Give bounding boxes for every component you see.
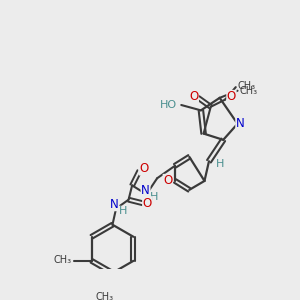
Text: CH₃: CH₃ [95,292,113,300]
Text: N: N [236,117,244,130]
Text: CH₃: CH₃ [54,255,72,265]
Text: H: H [119,206,128,216]
Text: O: O [139,162,148,175]
Text: CH₃: CH₃ [239,86,257,96]
Text: H: H [215,159,224,169]
Text: H: H [149,192,158,202]
Text: N: N [110,198,118,211]
Text: O: O [189,90,198,103]
Text: O: O [227,91,236,103]
Text: N: N [141,184,150,197]
Text: CH₃: CH₃ [238,81,256,91]
Text: O: O [143,197,152,210]
Text: O: O [163,174,172,188]
Text: HO: HO [160,100,177,110]
